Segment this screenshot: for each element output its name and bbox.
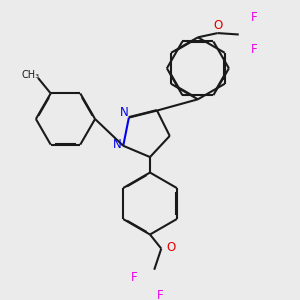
Text: F: F [157,289,163,300]
Text: O: O [214,19,223,32]
Text: N: N [119,106,128,119]
Text: CH₃: CH₃ [22,70,40,80]
Text: O: O [167,241,176,254]
Text: N: N [113,138,122,151]
Text: F: F [131,271,138,284]
Text: F: F [251,11,257,24]
Text: F: F [251,44,257,56]
